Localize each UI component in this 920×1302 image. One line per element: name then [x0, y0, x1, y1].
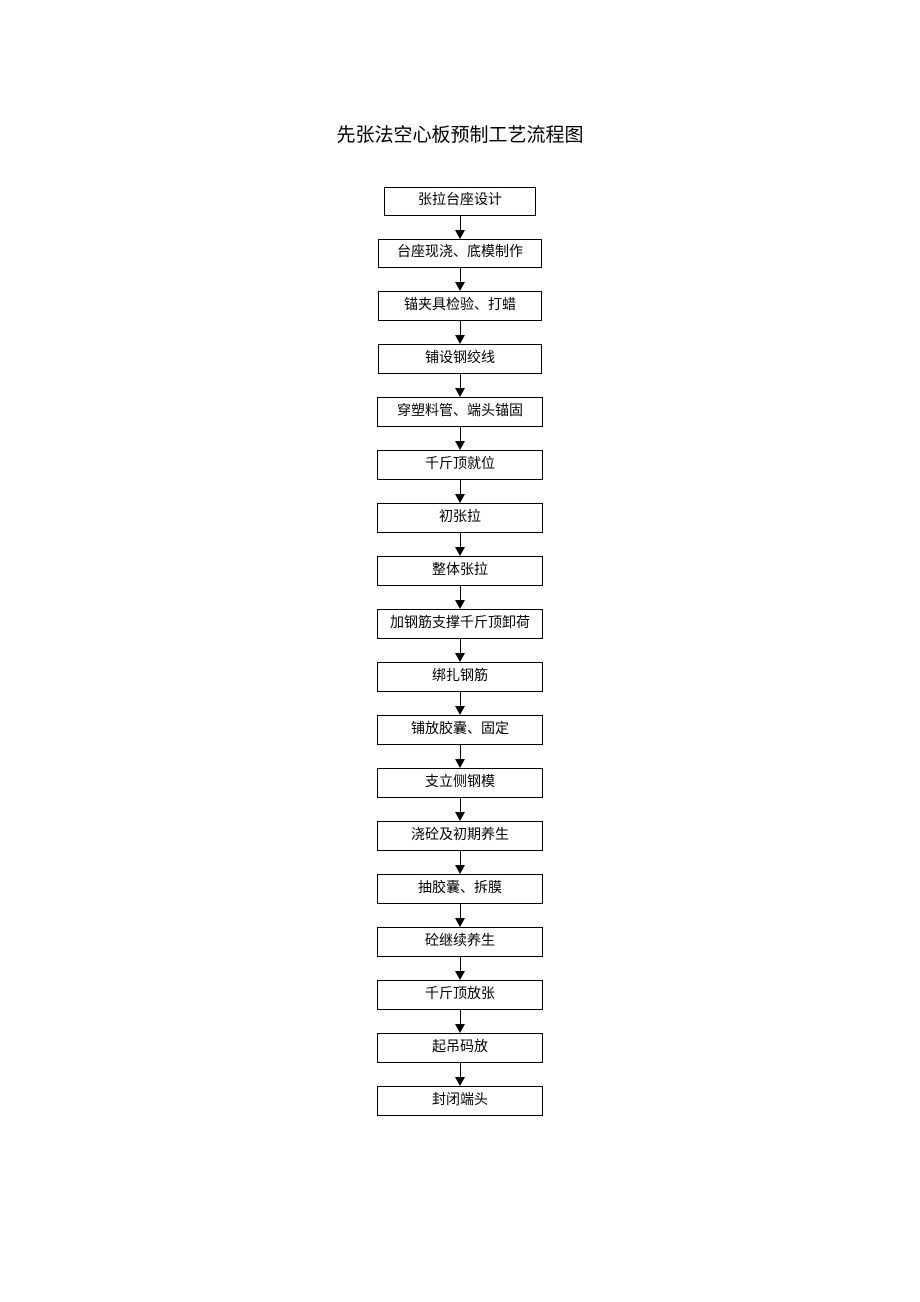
- flowchart-container: 张拉台座设计台座现浇、底模制作锚夹具检验、打蜡铺设钢绞线穿塑料管、端头锚固千斤顶…: [0, 187, 920, 1116]
- flowchart-arrow: [455, 268, 465, 291]
- flowchart-node: 铺放胶囊、固定: [377, 715, 543, 745]
- flowchart-node: 抽胶囊、拆膜: [377, 874, 543, 904]
- flowchart-arrow: [455, 427, 465, 450]
- flowchart-arrow: [455, 851, 465, 874]
- flowchart-node: 封闭端头: [377, 1086, 543, 1116]
- flowchart-node: 加钢筋支撑千斤顶卸荷: [377, 609, 543, 639]
- flowchart-node: 初张拉: [377, 503, 543, 533]
- flowchart-arrow: [455, 957, 465, 980]
- flowchart-node: 台座现浇、底模制作: [378, 239, 542, 268]
- flowchart-arrow: [455, 216, 465, 239]
- flowchart-node: 支立侧钢模: [377, 768, 543, 798]
- flowchart-node: 整体张拉: [377, 556, 543, 586]
- flowchart-node: 砼继续养生: [377, 927, 543, 957]
- page-title: 先张法空心板预制工艺流程图: [0, 120, 920, 147]
- flowchart-arrow: [455, 321, 465, 344]
- flowchart-node: 绑扎钢筋: [377, 662, 543, 692]
- flowchart-arrow: [455, 1063, 465, 1086]
- flowchart-arrow: [455, 904, 465, 927]
- flowchart-node: 浇砼及初期养生: [377, 821, 543, 851]
- flowchart-arrow: [455, 533, 465, 556]
- flowchart-arrow: [455, 745, 465, 768]
- flowchart-node: 锚夹具检验、打蜡: [378, 291, 542, 321]
- flowchart-arrow: [455, 374, 465, 397]
- flowchart-node: 张拉台座设计: [384, 187, 536, 216]
- flowchart-arrow: [455, 586, 465, 609]
- flowchart-node: 起吊码放: [377, 1033, 543, 1063]
- flowchart-arrow: [455, 639, 465, 662]
- flowchart-arrow: [455, 480, 465, 503]
- flowchart-node: 千斤顶就位: [377, 450, 543, 480]
- flowchart-arrow: [455, 798, 465, 821]
- flowchart-arrow: [455, 1010, 465, 1033]
- flowchart-node: 千斤顶放张: [377, 980, 543, 1010]
- flowchart-node: 铺设钢绞线: [378, 344, 542, 374]
- flowchart-arrow: [455, 692, 465, 715]
- flowchart-node: 穿塑料管、端头锚固: [377, 397, 543, 427]
